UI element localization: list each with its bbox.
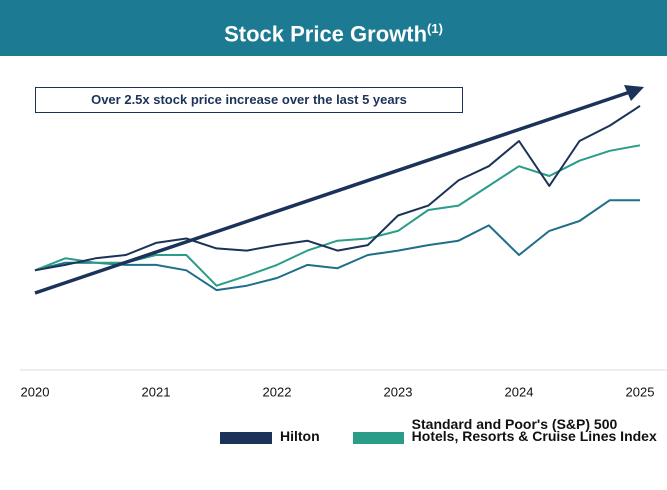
legend-entry: Standard and Poor's (S&P) 500 Hotels, Re…: [353, 418, 667, 444]
x-tick-label: 2022: [263, 384, 292, 399]
annotation: Over 2.5x stock price increase over the …: [91, 92, 407, 107]
legend-label: Standard and Poor's (S&P) 500 Hotels, Re…: [411, 418, 657, 444]
series-line: [34, 105, 641, 272]
legend-label: Hilton: [280, 428, 320, 444]
x-tick-label: 2025: [626, 384, 655, 399]
series-line: [34, 199, 640, 292]
legend-swatch: [220, 432, 272, 444]
arrow-head: [624, 85, 644, 101]
x-tick-label: 2020: [21, 384, 50, 399]
title-bar: Stock Price Growth(1): [0, 0, 667, 56]
legend-swatch: [353, 432, 404, 444]
legend-entry: Hilton: [220, 428, 320, 444]
annotation-box: Over 2.5x stock price increase over the …: [35, 87, 463, 113]
chart-title: Stock Price Growth: [224, 21, 428, 47]
trend-arrow: [34, 90, 631, 295]
title-note: (1): [427, 21, 443, 36]
x-tick-label: 2021: [142, 384, 171, 399]
x-tick-label: 2024: [505, 384, 534, 399]
x-tick-label: 2023: [384, 384, 413, 399]
